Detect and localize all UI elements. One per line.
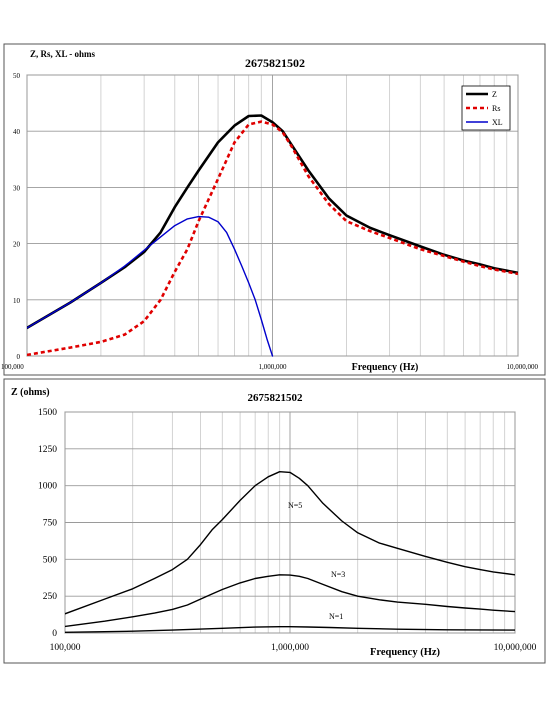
- gridlines: [26, 74, 519, 357]
- y-tick-label: 10: [13, 297, 21, 305]
- x-tick-label: 10,000,000: [507, 363, 539, 371]
- y-tick-label: 750: [43, 519, 58, 529]
- chart-frame: [3, 43, 546, 376]
- x-tick-label: 1,000,000: [271, 643, 309, 653]
- y-tick-label: 30: [13, 184, 21, 192]
- impedance-components-chart: 0 10 20 30 40 50 100,000 1,000,000 10,000,000 267…: [1, 43, 546, 376]
- chart-panel-bottom: 0 250 500 750 1000 1250 1500 100,000 1,000,000 10…: [0, 377, 550, 664]
- impedance-turns-chart: 0 250 500 750 1000 1250 1500 100,000 1,000,000 10…: [3, 378, 546, 664]
- y-tick-label: 50: [13, 72, 21, 80]
- x-axis-title: Frequency (Hz): [352, 362, 419, 373]
- gridlines: [64, 411, 516, 634]
- series-line-rs: [27, 120, 518, 357]
- series-line-n-5: [65, 471, 515, 615]
- legend-label: Z: [492, 90, 497, 99]
- y-tick-label: 20: [13, 241, 21, 249]
- x-tick-label: 100,000: [1, 363, 24, 371]
- curve-label: N=1: [329, 612, 343, 621]
- y-tick-label: 1000: [38, 482, 57, 492]
- chart-title: 2675821502: [245, 56, 305, 70]
- y-tick-label: 1500: [38, 408, 57, 418]
- series-line-n-1: [65, 626, 515, 633]
- y-axis-title: Z (ohms): [11, 387, 50, 398]
- x-axis-title: Frequency (Hz): [370, 647, 441, 658]
- legend: Z Rs XL: [461, 85, 511, 131]
- x-tick-label: 1,000,000: [259, 363, 288, 371]
- x-tick-label: 10,000,000: [494, 643, 537, 653]
- y-tick-label: 1250: [38, 445, 57, 455]
- y-tick-label: 0: [17, 353, 21, 361]
- legend-label: XL: [492, 118, 503, 127]
- curve-label: N=5: [288, 501, 302, 510]
- y-tick-label: 500: [43, 555, 58, 565]
- y-tick-label: 0: [52, 629, 57, 639]
- legend-label: Rs: [492, 104, 500, 113]
- series-line-xl: [27, 215, 274, 357]
- series-line-n-3: [65, 574, 515, 628]
- y-axis-title: Z, Rs, XL - ohms: [30, 49, 96, 59]
- chart-title: 2675821502: [248, 392, 304, 404]
- chart-frame: [3, 378, 546, 664]
- chart-panel-top: 0 10 20 30 40 50 100,000 1,000,000 10,000,000 267…: [0, 43, 550, 376]
- y-tick-label: 40: [13, 128, 21, 136]
- curve-label: N=3: [331, 570, 345, 579]
- y-tick-label: 250: [43, 592, 58, 602]
- x-tick-label: 100,000: [50, 643, 81, 653]
